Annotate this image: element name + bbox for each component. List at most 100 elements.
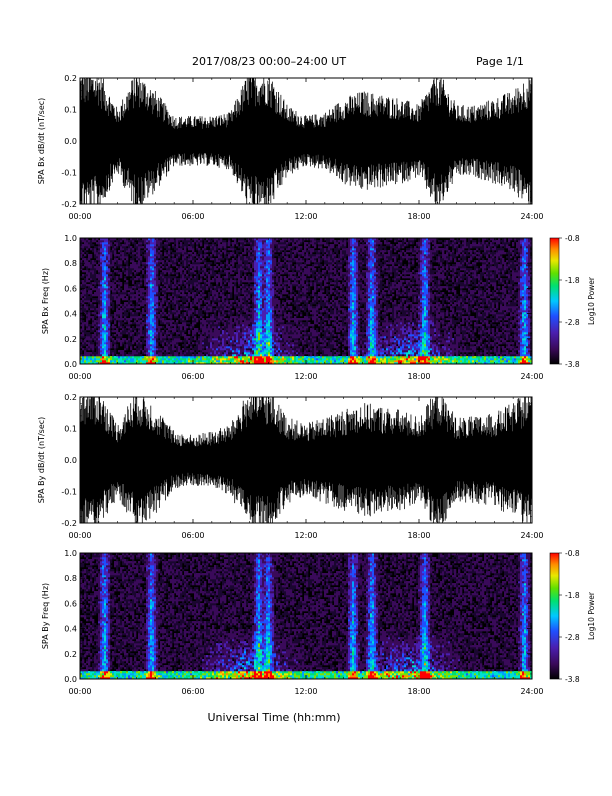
- spectrogram-cell: [146, 330, 148, 332]
- spectrogram-cell: [258, 322, 260, 324]
- spectrogram-cell: [200, 346, 202, 348]
- spectrogram-cell: [132, 248, 134, 250]
- spectrogram-cell: [132, 250, 134, 252]
- spectrogram-cell: [256, 306, 258, 308]
- spectrogram-cell: [182, 264, 184, 266]
- spectrogram-cell: [268, 320, 270, 322]
- spectrogram-cell: [212, 340, 214, 342]
- spectrogram-cell: [260, 252, 262, 254]
- spectrogram-cell: [154, 312, 156, 314]
- spectrogram-cell: [226, 348, 228, 350]
- spectrogram-cell: [102, 356, 104, 358]
- spectrogram-cell: [248, 294, 250, 296]
- spectrogram-cell: [158, 316, 160, 318]
- spectrogram-cell: [144, 296, 146, 298]
- spectrogram-cell: [214, 298, 216, 300]
- spectrogram-cell: [104, 320, 106, 322]
- spectrogram-cell: [224, 354, 226, 356]
- spectrogram-cell: [148, 260, 150, 262]
- spectrogram-cell: [264, 250, 266, 252]
- spectrogram-cell: [238, 250, 240, 252]
- spectrogram-cell: [120, 258, 122, 260]
- spectrogram-cell: [130, 348, 132, 350]
- spectrogram-cell: [200, 286, 202, 288]
- spectrogram-cell: [212, 332, 214, 334]
- spectrogram-cell: [112, 306, 114, 308]
- spectrogram-cell: [90, 290, 92, 292]
- spectrogram-cell: [100, 282, 102, 284]
- spectrogram-cell: [240, 298, 242, 300]
- spectrogram-cell: [214, 288, 216, 290]
- spectrogram-cell: [136, 360, 138, 362]
- spectrogram-cell: [264, 292, 266, 294]
- spectrogram-cell: [224, 278, 226, 280]
- spectrogram-cell: [194, 284, 196, 286]
- spectrogram-cell: [264, 360, 266, 362]
- spectrogram-cell: [208, 346, 210, 348]
- spectrogram-cell: [122, 306, 124, 308]
- spectrogram-cell: [158, 352, 160, 354]
- spectrogram-cell: [152, 318, 154, 320]
- spectrogram-cell: [266, 278, 268, 280]
- spectrogram-cell: [146, 284, 148, 286]
- spectrogram-cell: [126, 248, 128, 250]
- spectrogram-cell: [182, 286, 184, 288]
- spectrogram-cell: [108, 316, 110, 318]
- spectrogram-cell: [118, 326, 120, 328]
- spectrogram-cell: [234, 292, 236, 294]
- spectrogram-cell: [108, 334, 110, 336]
- spectrogram-cell: [162, 326, 164, 328]
- spectrogram-cell: [158, 280, 160, 282]
- spectrogram-cell: [222, 272, 224, 274]
- spectrogram-cell: [178, 282, 180, 284]
- spectrogram-cell: [186, 356, 188, 358]
- spectrogram-cell: [176, 278, 178, 280]
- spectrogram-cell: [138, 290, 140, 292]
- spectrogram-cell: [148, 338, 150, 340]
- spectrogram-cell: [126, 304, 128, 306]
- spectrogram-cell: [98, 310, 100, 312]
- spectrogram-cell: [140, 338, 142, 340]
- spectrogram-cell: [112, 264, 114, 266]
- spectrogram-cell: [258, 254, 260, 256]
- spectrogram-cell: [198, 308, 200, 310]
- spectrogram-cell: [84, 344, 86, 346]
- spectrogram-cell: [224, 300, 226, 302]
- spectrogram-cell: [132, 264, 134, 266]
- spectrogram-cell: [90, 324, 92, 326]
- spectrogram-cell: [188, 248, 190, 250]
- spectrogram-cell: [142, 264, 144, 266]
- spectrogram-cell: [248, 312, 250, 314]
- spectrogram-cell: [110, 254, 112, 256]
- spectrogram-cell: [228, 336, 230, 338]
- spectrogram-cell: [182, 322, 184, 324]
- spectrogram-cell: [248, 266, 250, 268]
- spectrogram-cell: [98, 336, 100, 338]
- spectrogram-cell: [240, 302, 242, 304]
- spectrogram-cell: [214, 286, 216, 288]
- spectrogram-cell: [120, 332, 122, 334]
- spectrogram-cell: [92, 278, 94, 280]
- spectrogram-cell: [248, 264, 250, 266]
- spectrogram-cell: [252, 318, 254, 320]
- spectrogram-cell: [86, 258, 88, 260]
- spectrogram-cell: [122, 340, 124, 342]
- spectrogram-cell: [226, 340, 228, 342]
- spectrogram-cell: [134, 242, 136, 244]
- spectrogram-cell: [202, 344, 204, 346]
- spectrogram-cell: [84, 280, 86, 282]
- spectrogram-cell: [100, 276, 102, 278]
- spectrogram-cell: [262, 330, 264, 332]
- spectrogram-cell: [248, 288, 250, 290]
- spectrogram-cell: [124, 284, 126, 286]
- spectrogram-cell: [256, 268, 258, 270]
- spectrogram-cell: [266, 246, 268, 248]
- spectrogram-cell: [266, 258, 268, 260]
- spectrogram-cell: [202, 294, 204, 296]
- spectrogram-cell: [148, 306, 150, 308]
- spectrogram-cell: [160, 348, 162, 350]
- spectrogram-cell: [194, 354, 196, 356]
- spectrogram-cell: [170, 328, 172, 330]
- spectrogram-cell: [146, 270, 148, 272]
- spectrogram-cell: [152, 254, 154, 256]
